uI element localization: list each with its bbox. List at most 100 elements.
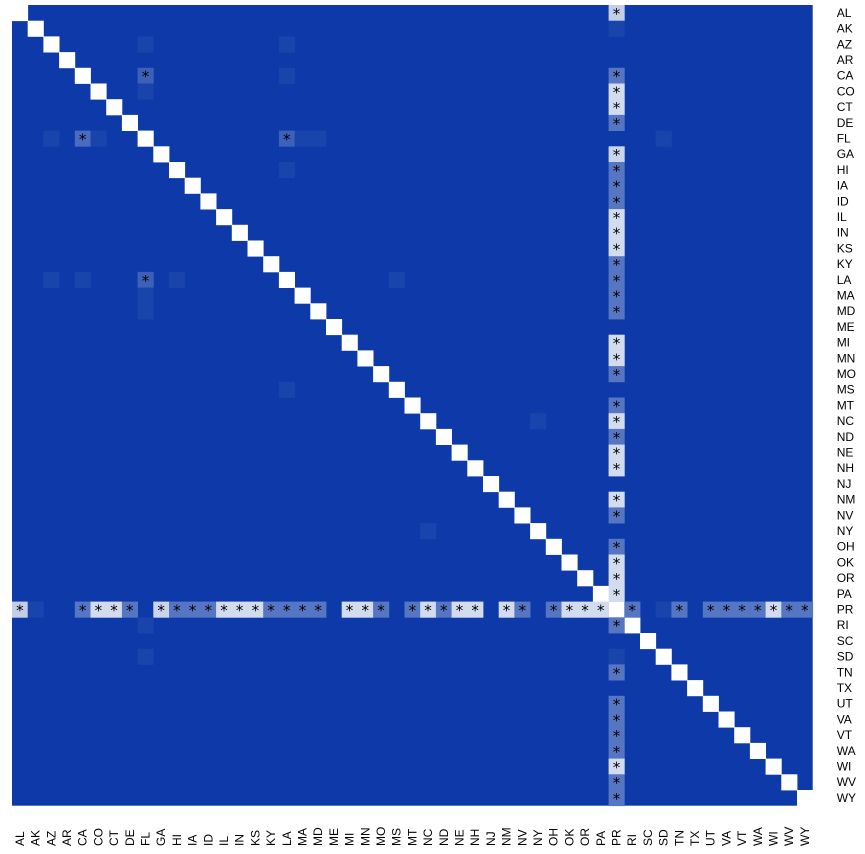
heatmap-cell-VA-VA (718, 711, 735, 728)
heatmap-cell-CT-CT (106, 99, 123, 116)
heatmap-cell-KS-KS (247, 240, 264, 257)
column-label-WI: WI (766, 831, 780, 846)
heatmap-cell-PR-NM (498, 601, 515, 618)
significance-star-PR-GA: * (157, 601, 165, 619)
heatmap-cell-PR-NE (451, 601, 468, 618)
column-label-IN: IN (233, 834, 247, 846)
significance-star-PR-WY: * (801, 601, 809, 619)
heatmap-cell-WV-PR (608, 774, 625, 791)
row-label-CO: CO (837, 84, 855, 98)
heatmap-cell-IN-PR (608, 224, 625, 241)
heatmap-cell-OK-PR (608, 554, 625, 571)
significance-star-PR-MN: * (362, 601, 370, 619)
heatmap-cell-MD-FL (137, 303, 154, 320)
heatmap-cell-ME-ME (326, 319, 343, 336)
column-label-ID: ID (201, 834, 215, 846)
row-label-NJ: NJ (837, 477, 852, 491)
heatmap-cell-NY-NY (530, 523, 547, 540)
heatmap-cell-IL-PR (608, 209, 625, 226)
heatmap-cell-PR-WA (749, 601, 766, 618)
row-label-IL: IL (837, 210, 847, 224)
significance-star-PR-TN: * (676, 601, 684, 619)
heatmap-cell-MS-MS (388, 381, 405, 398)
column-label-WY: WY (798, 827, 812, 846)
significance-star-VA-PR: * (613, 711, 621, 729)
column-label-MD: MD (311, 827, 325, 846)
significance-star-AL-PR: * (613, 5, 621, 23)
heatmap-cell-NY-NC (420, 523, 437, 540)
heatmap-cell-OR-PR (608, 570, 625, 587)
significance-star-NV-PR: * (613, 507, 621, 525)
heatmap-cell-CA-PR (608, 67, 625, 84)
row-label-MN: MN (837, 351, 856, 365)
heatmap-cell-PR-MO (373, 601, 390, 618)
significance-star-GA-PR: * (613, 146, 621, 164)
significance-star-PR-MI: * (346, 601, 354, 619)
significance-star-PR-WV: * (785, 601, 793, 619)
heatmap-cell-OK-OK (561, 554, 578, 571)
heatmap-cell-AL-PR (608, 5, 625, 22)
heatmap-cell-TX-TX (687, 680, 704, 697)
column-label-NH: NH (468, 829, 482, 846)
significance-star-NC-PR: * (613, 413, 621, 431)
row-label-NY: NY (837, 524, 854, 538)
significance-star-PR-AL: * (16, 601, 24, 619)
heatmap-cell-MO-PR (608, 366, 625, 383)
significance-star-PR-MA: * (299, 601, 307, 619)
significance-star-PR-ID: * (205, 601, 213, 619)
row-label-OK: OK (837, 555, 854, 569)
heatmap-cell-MA-MA (294, 287, 311, 304)
row-label-FL: FL (837, 131, 851, 145)
row-label-KY: KY (837, 257, 853, 271)
significance-star-MA-PR: * (613, 287, 621, 305)
heatmap-cell-NM-PR (608, 491, 625, 508)
heatmap-cell-PR-VT (734, 601, 751, 618)
heatmap-cell-FL-LA (278, 130, 295, 147)
column-label-GA: GA (154, 829, 168, 846)
heatmap-cell-NV-PR (608, 507, 625, 524)
column-label-ND: ND (437, 828, 451, 846)
significance-star-CA-FL: * (142, 68, 150, 86)
heatmap-cell-MN-PR (608, 350, 625, 367)
heatmap-cell-MI-PR (608, 334, 625, 351)
column-label-OR: OR (578, 828, 592, 846)
heatmap-cell-SD-PR (608, 648, 625, 665)
row-label-PA: PA (837, 587, 852, 601)
significance-star-PR-ND: * (440, 601, 448, 619)
heatmap-cell-NH-NH (467, 460, 484, 477)
significance-star-PR-CO: * (95, 601, 103, 619)
column-label-MI: MI (343, 833, 357, 846)
heatmap-cell-LA-MS (388, 271, 405, 288)
heatmap-cell-WY-WY (797, 790, 814, 807)
heatmap-cell-ND-PR (608, 428, 625, 445)
heatmap-cell-MN-MN (357, 350, 374, 367)
column-label-MO: MO (374, 827, 388, 846)
column-label-SD: SD (657, 829, 671, 846)
significance-star-WI-PR: * (613, 758, 621, 776)
column-label-OH: OH (547, 828, 561, 846)
row-label-MD: MD (837, 304, 856, 318)
significance-star-ND-PR: * (613, 429, 621, 447)
column-labels: AL AK AZ AR CA CO CT DE FL GA HI IA ID IL IN KS KY LA MA MD… (13, 827, 812, 846)
column-label-IA: IA (186, 835, 200, 846)
column-label-HI: HI (170, 834, 184, 846)
significance-star-IN-PR: * (613, 225, 621, 243)
significance-star-WY-PR: * (613, 790, 621, 808)
heatmap-cell-PR-CT (106, 601, 123, 618)
heatmap-cell-MD-MD (310, 303, 327, 320)
heatmap-cell-VA-PR (608, 711, 625, 728)
heatmap-cell-PA-PR (608, 585, 625, 602)
row-label-GA: GA (837, 147, 854, 161)
column-label-CT: CT (107, 829, 121, 846)
row-label-MA: MA (837, 288, 855, 302)
column-label-MA: MA (295, 828, 309, 846)
significance-star-CO-PR: * (613, 83, 621, 101)
column-label-WV: WV (782, 827, 796, 846)
column-label-AL: AL (13, 831, 27, 846)
row-label-NE: NE (837, 445, 854, 459)
heatmap-cell-PR-VA (718, 601, 735, 618)
row-label-MO: MO (837, 367, 856, 381)
significance-star-PR-CT: * (110, 601, 118, 619)
heatmap-cell-PR-IN (231, 601, 248, 618)
column-label-NJ: NJ (484, 831, 498, 846)
